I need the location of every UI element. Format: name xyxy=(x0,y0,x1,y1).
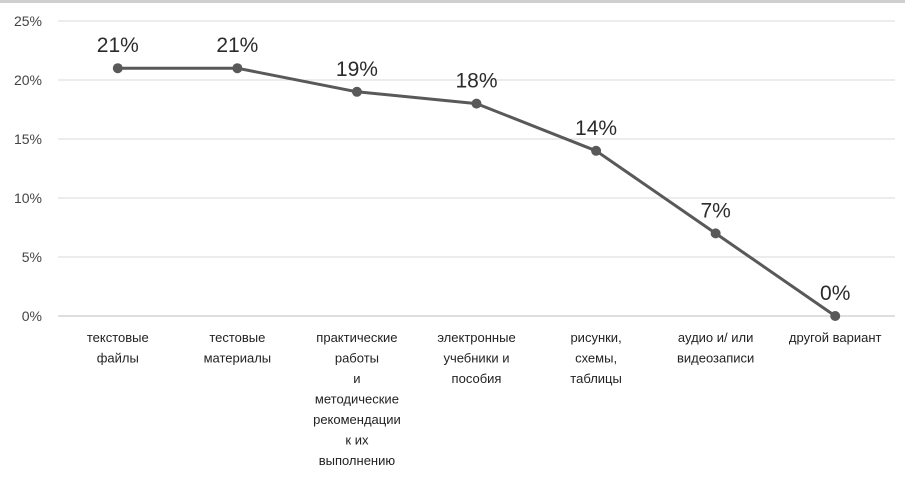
y-tick-label: 25% xyxy=(14,13,42,29)
data-label: 0% xyxy=(820,282,850,305)
category-label: аудио и/ или видеозаписи xyxy=(677,330,754,366)
gridlines xyxy=(58,20,895,317)
category-label: электронные учебники и пособия xyxy=(437,330,515,386)
category-label: практические работы и методические рекоменда… xyxy=(313,330,401,468)
y-axis-tick-labels: 0% 5% 10% 15% 20% 25% xyxy=(14,13,42,324)
data-label: 14% xyxy=(575,117,617,140)
category-label: текстовые файлы xyxy=(87,330,149,366)
data-point xyxy=(471,98,482,109)
data-point xyxy=(710,228,721,239)
data-label: 21% xyxy=(97,34,139,57)
data-point xyxy=(232,63,243,74)
category-label: рисунки, схемы, таблицы xyxy=(570,330,622,386)
category-label: другой вариант xyxy=(789,330,882,345)
data-label: 19% xyxy=(336,58,378,81)
data-label: 18% xyxy=(455,70,497,93)
data-point xyxy=(351,86,362,97)
y-tick-label: 5% xyxy=(22,249,42,265)
x-axis-category-labels: текстовые файлы тестовые материалы практичес… xyxy=(87,330,882,468)
category-label: тестовые материалы xyxy=(204,330,272,366)
data-label: 7% xyxy=(700,199,730,222)
data-point xyxy=(591,145,602,156)
data-points xyxy=(112,63,841,321)
data-point xyxy=(830,311,841,321)
data-label: 21% xyxy=(216,34,258,57)
y-tick-label: 10% xyxy=(14,190,42,206)
y-tick-label: 20% xyxy=(14,72,42,88)
y-tick-label: 0% xyxy=(22,308,42,324)
y-tick-label: 15% xyxy=(14,131,42,147)
data-point xyxy=(112,63,123,74)
data-labels: 21% 21% 19% 18% 14% 7% 0% xyxy=(97,34,851,305)
